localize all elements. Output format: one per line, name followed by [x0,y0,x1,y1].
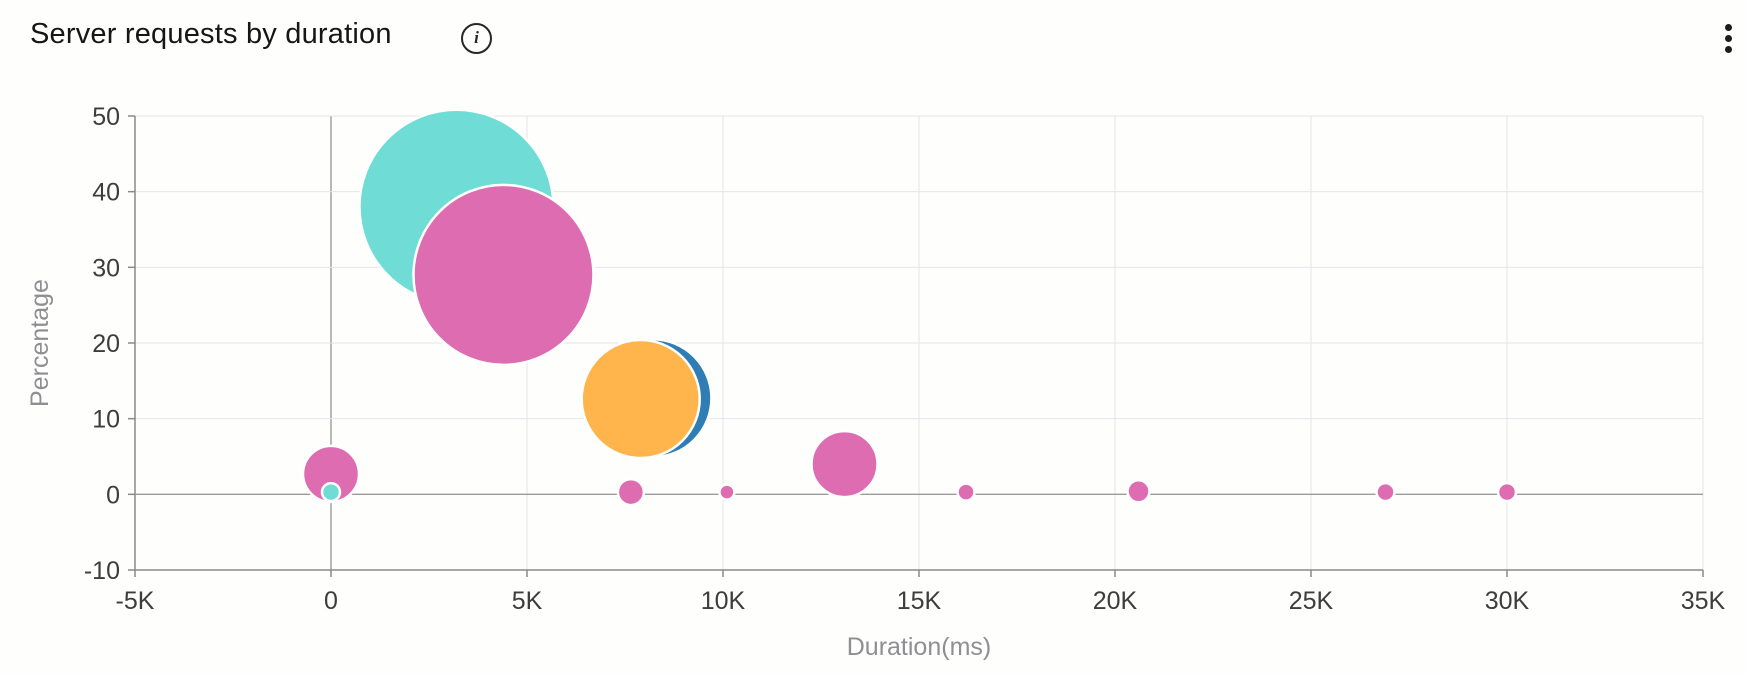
info-icon[interactable]: i [461,23,492,54]
x-tick-label: 20K [1093,587,1138,615]
kebab-dot [1724,34,1732,42]
y-tick-label: 20 [92,330,120,358]
y-tick-label: 30 [92,254,120,282]
bubble-layer [301,108,1518,507]
x-tick-label: 10K [701,587,746,615]
x-tick-label: 35K [1681,587,1726,615]
x-tick-label: -5K [116,587,155,615]
x-axis-title: Duration(ms) [847,633,991,661]
x-tick-label: 15K [897,587,942,615]
y-tick-label: 40 [92,179,120,207]
bubble-pink[interactable] [718,483,736,501]
bubble-pink[interactable] [810,429,879,499]
y-tick-label: 50 [92,103,120,131]
bubble-pink[interactable] [412,183,595,367]
kebab-dot [1724,23,1732,31]
kebab-dot [1724,45,1732,53]
bubble-orange[interactable] [580,338,701,460]
y-axis-title: Percentage [26,279,54,407]
tick-label-layer: -5K 0 5K 10K 15K 20K 25K 30K 35K -10 0 10 20 30 40 50 [84,103,1726,615]
page-title: Server requests by duration [30,18,392,50]
bubble-pink[interactable] [1375,481,1396,503]
x-tick-label: 25K [1289,587,1334,615]
y-tick-label: 0 [106,481,120,509]
bubble-pink[interactable] [956,482,976,502]
x-tick-label: 0 [324,587,338,615]
axis-layer [128,115,1704,577]
bubble-teal[interactable] [320,481,342,503]
bubble-pink[interactable] [1126,479,1151,504]
bubble-pink[interactable] [1496,481,1518,503]
x-tick-label: 30K [1485,587,1530,615]
kebab-menu-icon[interactable] [1712,14,1744,62]
y-tick-label: 10 [92,406,120,434]
y-tick-label: -10 [84,557,120,585]
bubble-pink[interactable] [616,477,646,507]
x-tick-label: 5K [512,587,543,615]
